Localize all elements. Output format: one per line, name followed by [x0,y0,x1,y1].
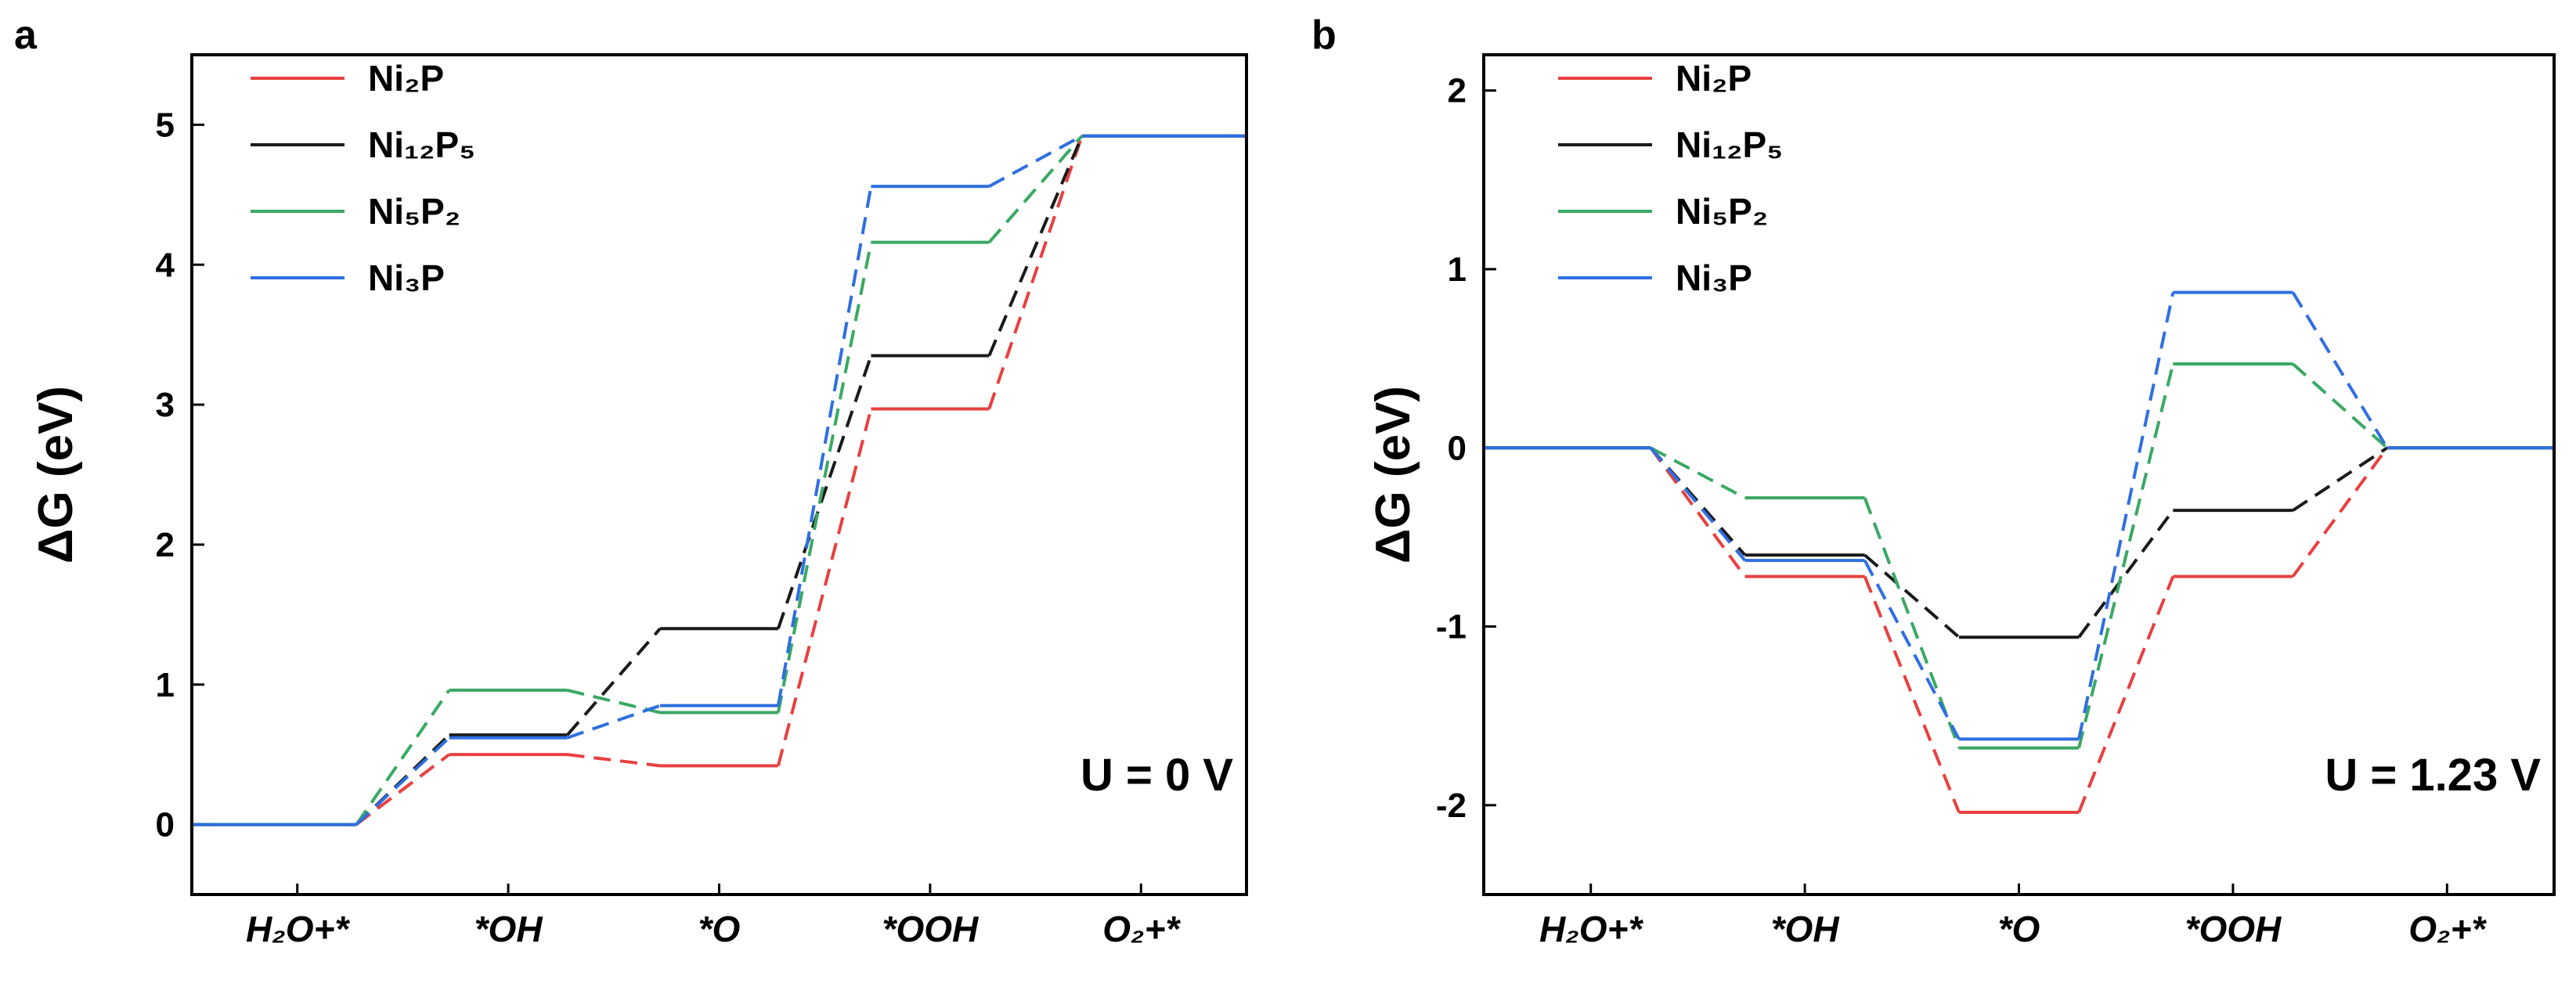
connector [355,736,451,826]
connector [776,185,873,706]
y-tick-label: 2 [156,526,175,564]
series-2 [192,134,1247,826]
connector [2077,575,2175,813]
connector [776,242,873,713]
connector [988,134,1083,188]
series-1 [1484,446,2554,639]
connector [2077,292,2175,740]
legend: Ni₂P Ni₁₂P₅ Ni₅P₂ Ni₃P [1558,58,1783,298]
x-category-label: O₂+* [1102,909,1181,949]
y-axis-label: ΔG (eV) [29,386,83,563]
connector [776,408,873,766]
x-category-label: H₂O+* [1539,909,1643,949]
connector [2292,362,2389,449]
y-tick-label: 1 [1448,250,1467,289]
y-tick-label: 3 [156,386,175,424]
legend-label: Ni₃P [368,257,445,298]
connector [2291,291,2389,449]
y-tick-label: 0 [156,806,175,844]
series-3 [1484,290,2554,741]
chart-panel-a: a ΔG (eV) 0 1 2 3 4 5 H₂O+* *OH *O *OOH O₂+* Ni₂P Ni₁₂… [14,13,1248,949]
connector [2077,509,2174,639]
connector [1649,446,1747,556]
connector [1649,446,1747,562]
x-category-label: O₂+* [2408,909,2487,949]
x-category-label: *OH [1771,909,1840,949]
connector [355,689,451,826]
legend-label: Ni₅P₂ [1676,191,1768,232]
panel-label: a [14,13,38,58]
connector [566,704,661,740]
panel-label: b [1311,13,1337,58]
legend-label: Ni₂P [368,58,444,99]
connector [567,688,661,715]
y-tick-label: -2 [1436,787,1467,825]
legend-label: Ni₂P [1676,58,1752,99]
connector [1863,575,1961,813]
plot-frame [1482,53,2556,896]
legend-label: Ni₁₂P₅ [368,124,475,165]
connector [1650,446,1746,499]
legend: Ni₂P Ni₁₂P₅ Ni₅P₂ Ni₃P [251,58,475,298]
connector [777,355,873,629]
connector [1649,447,1747,578]
x-category-label: *OOH [882,909,979,949]
connector [567,753,661,768]
y-tick-label: -1 [1436,608,1467,646]
legend-label: Ni₃P [1676,257,1752,298]
y-tick-label: 2 [1448,72,1467,110]
connector [355,753,450,826]
legend-label: Ni₅P₂ [368,191,460,232]
x-category-label: *O [698,909,741,949]
x-category-label: H₂O+* [246,909,350,949]
series-3 [192,134,1247,826]
connector [566,627,662,736]
y-tick-label: 0 [1448,429,1467,467]
connector [987,135,1084,357]
x-category-label: *O [1998,909,2040,949]
legend-label: Ni₁₂P₅ [1676,124,1783,165]
connector [987,135,1084,410]
y-tick-label: 1 [156,666,175,704]
connector [2291,447,2389,578]
chart-panel-b: b ΔG (eV) -2 -1 0 1 2 H₂O+* *OH *O *OOH O₂+* Ni₂P Ni₁… [1311,13,2556,949]
x-category-label: *OH [474,909,543,949]
y-tick-label: 5 [156,106,175,144]
x-category-label: *OOH [2185,909,2282,949]
series-1 [192,134,1247,826]
connector [1863,560,1961,740]
series-2 [1484,362,2554,750]
potential-annotation: U = 0 V [1081,750,1233,801]
connector [1863,553,1961,639]
y-tick-label: 4 [156,246,175,284]
plot-frame [190,53,1248,896]
connector [987,135,1084,243]
y-axis-label: ΔG (eV) [1366,386,1420,563]
connector [2077,363,2175,749]
potential-annotation: U = 1.23 V [2325,750,2541,801]
series-0 [192,134,1247,826]
connector [2292,446,2388,512]
